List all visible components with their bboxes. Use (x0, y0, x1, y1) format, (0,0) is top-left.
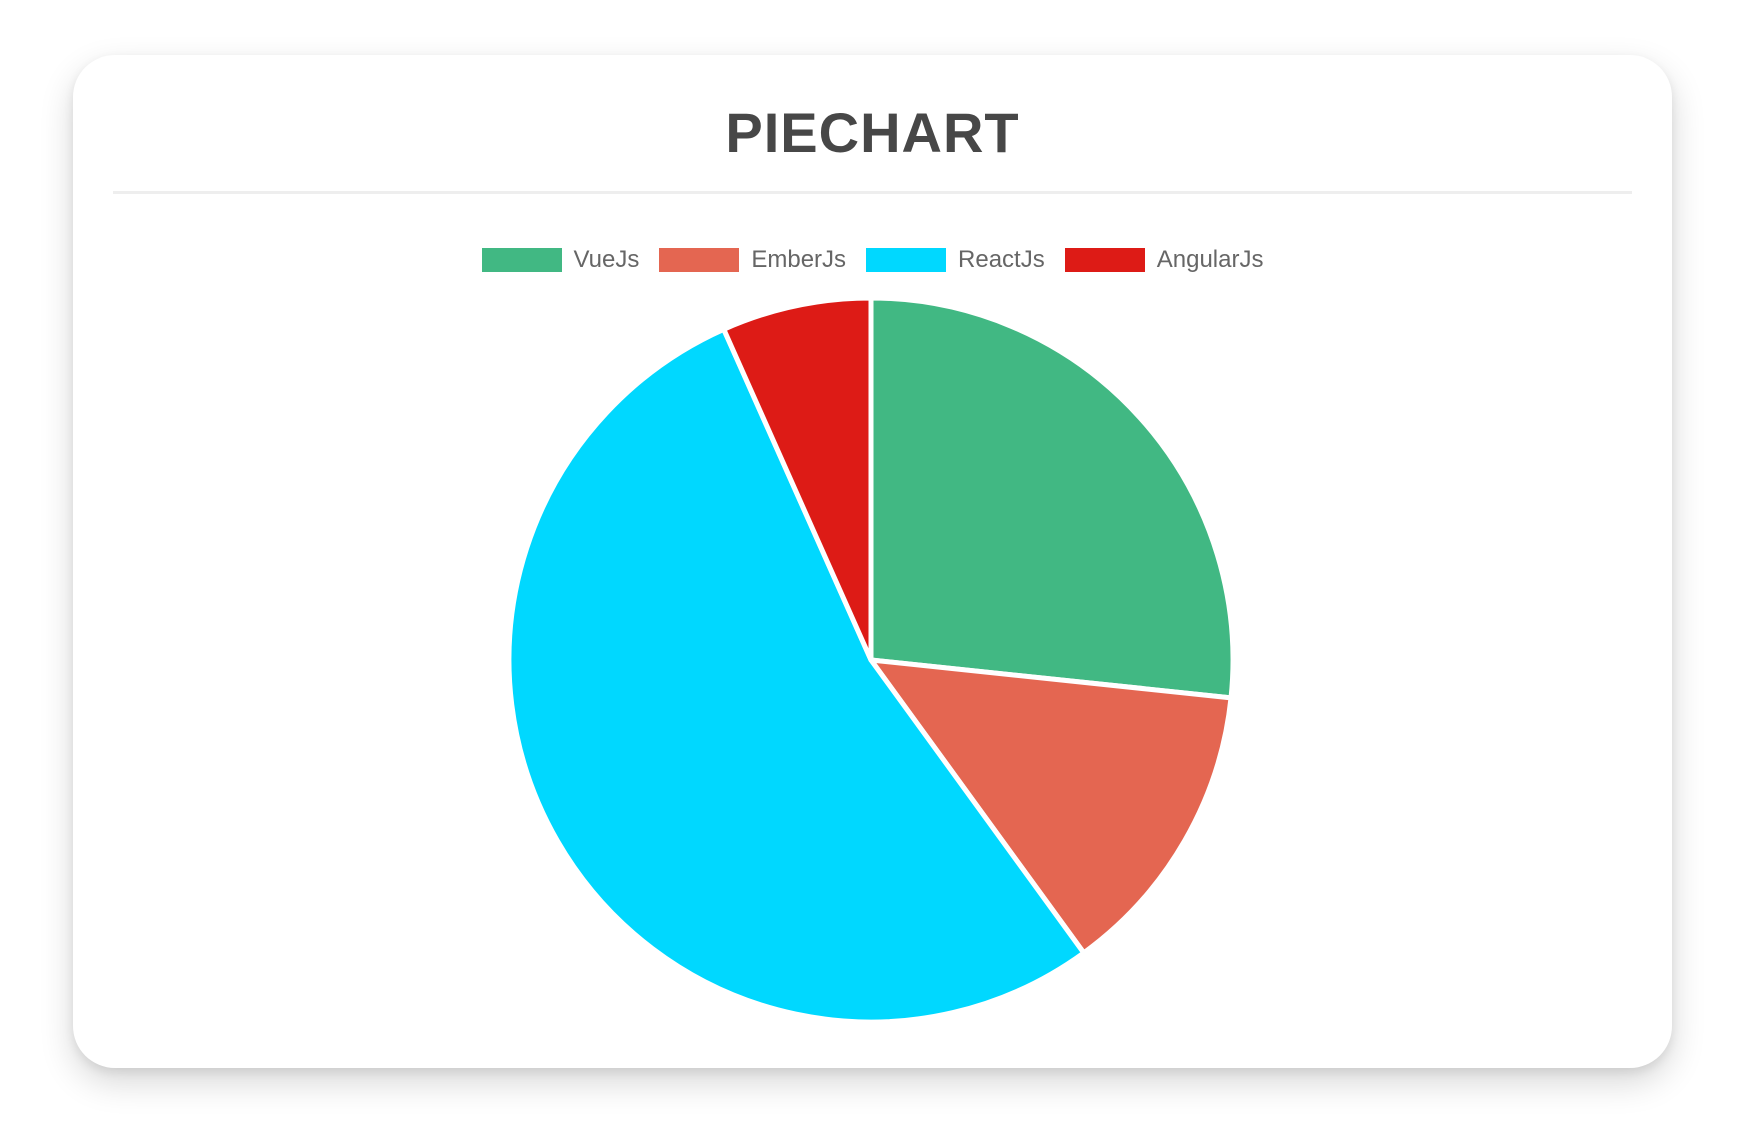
title-divider (113, 191, 1632, 194)
pie-chart (506, 295, 1236, 1025)
legend-swatch-reactjs (866, 248, 947, 272)
pie-slice-reactjs[interactable] (506, 326, 1087, 1025)
pie-slice-angularjs[interactable] (721, 295, 874, 663)
legend-item-angularjs[interactable]: AngularJs (1064, 246, 1264, 273)
pie-slice-emberjs[interactable] (868, 657, 1234, 956)
pie-slice-vuejs[interactable] (868, 295, 1236, 701)
legend-label-emberjs: EmberJs (751, 246, 847, 273)
chart-title: PIECHART (725, 101, 1020, 164)
legend-label-vuejs: VueJs (573, 246, 640, 273)
chart-legend: VueJs EmberJs ReactJs AngularJs (73, 247, 1672, 273)
legend-item-reactjs[interactable]: ReactJs (866, 247, 1045, 273)
legend-item-emberjs[interactable]: EmberJs (659, 247, 846, 273)
legend-label-reactjs: ReactJs (958, 246, 1045, 273)
legend-swatch-angularjs (1064, 248, 1145, 272)
chart-card: PIECHART VueJs EmberJs ReactJs AngularJs (73, 55, 1672, 1068)
legend-label-angularjs: AngularJs (1156, 246, 1264, 273)
legend-swatch-vuejs (481, 248, 562, 272)
legend-item-vuejs[interactable]: VueJs (481, 246, 640, 273)
legend-swatch-emberjs (659, 248, 740, 272)
